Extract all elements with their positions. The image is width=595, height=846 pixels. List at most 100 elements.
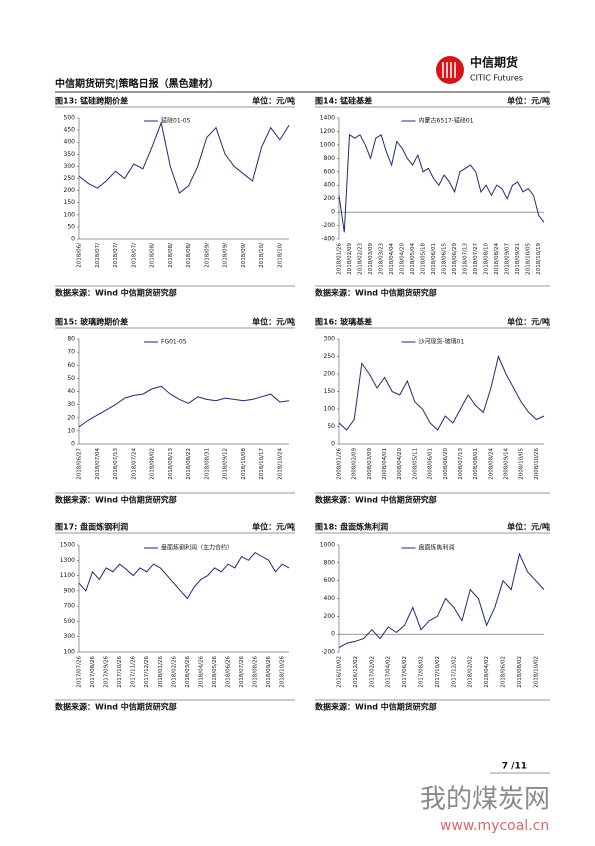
y-tick-label: 10 xyxy=(67,427,75,434)
x-tick-label: 2017/02/02 xyxy=(369,656,375,688)
page-number: 7 /11 xyxy=(502,762,527,772)
y-tick-label: 1500 xyxy=(60,542,75,549)
y-tick-label: 1000 xyxy=(320,542,335,549)
figure-unit: 单位：元/吨 xyxy=(252,317,295,327)
y-tick-label: 200 xyxy=(64,187,76,194)
legend-label: 锰硅01-05 xyxy=(161,117,191,125)
y-tick-label: -200 xyxy=(321,222,335,229)
report-title: 中信期货研究|策略日报（黑色建材） xyxy=(55,77,219,90)
y-tick-label: 0 xyxy=(71,441,75,448)
x-tick-label: 2008/04/01 xyxy=(382,448,388,480)
x-tick-label: 2016/12/02 xyxy=(353,656,359,688)
x-tick-label: 2008/06/20 xyxy=(443,448,449,480)
x-tick-label: 2018/03/23 xyxy=(379,243,385,275)
y-tick-label: 250 xyxy=(64,175,76,182)
y-tick-label: 600 xyxy=(324,577,336,584)
x-tick-label: 2008/04/20 xyxy=(397,448,403,480)
y-tick-label: 800 xyxy=(324,155,336,162)
series-line xyxy=(78,121,290,194)
y-tick-label: 50 xyxy=(67,375,75,382)
x-tick-label: 2017/11/26 xyxy=(131,656,137,688)
x-tick-label: 2018/10/26 xyxy=(280,656,286,688)
series-line xyxy=(338,552,545,648)
x-tick-label: 2018/01/26 xyxy=(158,656,164,688)
legend-label: 盘面炼钢利润（主力合约） xyxy=(161,544,233,552)
x-tick-label: 2017/09/26 xyxy=(104,656,110,688)
y-tick-label: 1000 xyxy=(320,141,335,148)
x-tick-label: 2018/09/ xyxy=(241,243,247,268)
legend-label: 沙河现货-玻璃01 xyxy=(419,338,465,346)
x-tick-label: 2018/06/02 xyxy=(501,656,507,688)
x-tick-label: 2018/08/ xyxy=(168,243,174,268)
y-tick-label: 1300 xyxy=(60,557,75,564)
x-tick-label: 2018/06/26 xyxy=(226,656,232,688)
series-line xyxy=(78,385,290,428)
x-tick-label: 2018/03/26 xyxy=(185,656,191,688)
y-tick-label: 0 xyxy=(331,209,335,216)
y-tick-label: 400 xyxy=(324,595,336,602)
figure-source: 数据来源：Wind 中信期货研究部 xyxy=(315,495,437,505)
figure-source: 数据来源：Wind 中信期货研究部 xyxy=(55,702,177,712)
series-line xyxy=(78,551,290,600)
figure-title: 图17: 盘面炼钢利润 xyxy=(55,522,128,532)
x-tick-label: 2018/09/ xyxy=(204,243,210,268)
y-tick-label: 100 xyxy=(64,211,76,218)
figure-source: 数据来源：Wind 中信期货研究部 xyxy=(315,288,437,298)
x-tick-label: 2008/10/05 xyxy=(519,448,525,480)
series-line xyxy=(338,133,545,233)
x-tick-label: 2018/07/ xyxy=(131,243,137,268)
y-tick-label: 400 xyxy=(324,182,336,189)
figure-source: 数据来源：Wind 中信期货研究部 xyxy=(55,495,177,505)
series-line xyxy=(338,354,545,431)
x-tick-label: 2017/12/26 xyxy=(144,656,150,688)
x-tick-label: 2008/02/09 xyxy=(352,448,358,480)
x-tick-label: 2017/04/02 xyxy=(386,656,392,688)
x-tick-label: 2018/07/ xyxy=(95,243,101,268)
y-tick-label: 70 xyxy=(67,349,75,356)
y-tick-label: 0 xyxy=(331,441,335,448)
x-tick-label: 2018/01/26 xyxy=(337,243,343,275)
y-tick-label: 1200 xyxy=(320,128,335,135)
x-tick-label: 2018/07/26 xyxy=(239,656,245,688)
x-tick-label: 2018/06/27 xyxy=(77,448,83,480)
y-tick-label: 100 xyxy=(64,649,76,656)
x-tick-label: 2017/07/26 xyxy=(77,656,83,688)
x-tick-label: 2018/08/ xyxy=(150,243,156,268)
x-tick-label: 2018/08/22 xyxy=(186,448,192,480)
x-tick-label: 2018/08/ xyxy=(186,243,192,268)
x-tick-label: 2018/08/13 xyxy=(168,448,174,480)
x-tick-label: 2017/08/02 xyxy=(419,656,425,688)
x-tick-label: 2018/09/12 xyxy=(223,448,229,480)
x-tick-label: 2018/02/02 xyxy=(468,656,474,688)
x-tick-label: 2018/06/ xyxy=(77,243,83,268)
x-tick-label: 2018/02/23 xyxy=(358,243,364,275)
y-tick-label: -200 xyxy=(321,649,335,656)
x-tick-label: 2018/04/26 xyxy=(198,656,204,688)
x-tick-label: 2018/02/09 xyxy=(347,243,353,275)
x-tick-label: 2018/03/09 xyxy=(368,243,374,275)
y-tick-label: 800 xyxy=(324,559,336,566)
y-tick-label: 100 xyxy=(324,406,336,413)
x-tick-label: 2018/05/18 xyxy=(421,243,427,275)
y-tick-label: 60 xyxy=(67,362,75,369)
figure-unit: 单位：元/吨 xyxy=(252,96,295,106)
y-tick-label: 150 xyxy=(324,388,336,395)
y-tick-label: 30 xyxy=(67,401,75,408)
y-tick-label: 200 xyxy=(324,195,336,202)
x-tick-label: 2008/06/01 xyxy=(428,448,434,480)
y-tick-label: 150 xyxy=(64,199,76,206)
x-tick-label: 2018/08/24 xyxy=(494,243,500,275)
x-tick-label: 2016/10/02 xyxy=(337,656,343,688)
x-tick-label: 2018/07/04 xyxy=(95,448,101,480)
legend-label: 盘面炼焦利润 xyxy=(419,544,455,552)
x-tick-label: 2008/09/14 xyxy=(504,448,510,480)
x-tick-label: 2017/06/02 xyxy=(402,656,408,688)
y-tick-label: 50 xyxy=(327,423,335,430)
x-tick-label: 2018/08/02 xyxy=(517,656,523,688)
figure-title: 图15: 玻璃跨期价差 xyxy=(55,317,128,327)
figure-unit: 单位：元/吨 xyxy=(507,522,550,532)
figure-unit: 单位：元/吨 xyxy=(507,96,550,106)
x-tick-label: 2018/08/10 xyxy=(484,243,490,275)
y-tick-label: 300 xyxy=(64,633,76,640)
x-tick-label: 2018/05/04 xyxy=(410,243,416,275)
